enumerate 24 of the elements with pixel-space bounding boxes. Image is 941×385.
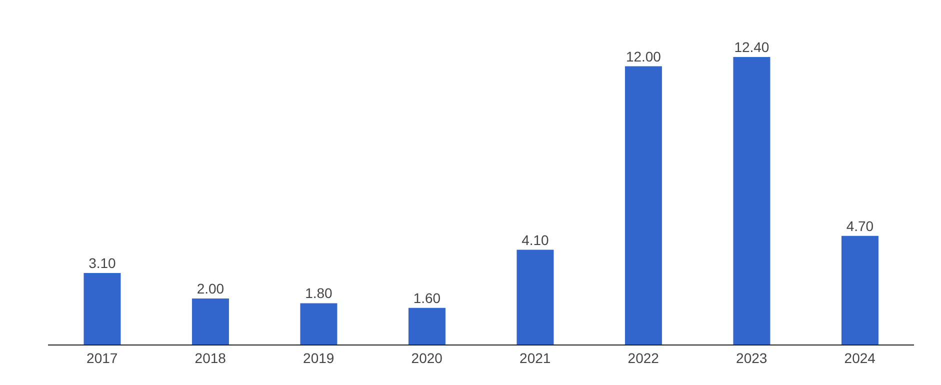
data-label: 4.10 (522, 232, 550, 248)
bar (516, 250, 554, 345)
bar (733, 57, 770, 345)
data-label: 4.70 (846, 218, 874, 234)
data-label: 1.80 (305, 285, 333, 302)
bar (84, 273, 121, 345)
x-tick-label: 2024 (844, 350, 876, 366)
x-tick-label: 2017 (86, 350, 118, 366)
bar (624, 66, 662, 345)
x-tick-label: 2018 (194, 350, 226, 366)
data-label: 3.10 (88, 255, 116, 271)
bar (841, 236, 878, 345)
data-label: 1.60 (413, 290, 441, 306)
x-tick-label: 2022 (628, 350, 660, 366)
x-tick-label: 2019 (303, 350, 334, 366)
bar (300, 303, 338, 345)
bar (408, 308, 446, 345)
x-tick-label: 2021 (520, 350, 551, 366)
x-tick-label: 2023 (736, 350, 768, 366)
data-label: 12.00 (626, 48, 662, 64)
x-tick-label: 2020 (411, 350, 443, 366)
bar (192, 298, 229, 345)
data-label: 12.40 (734, 39, 770, 55)
data-label: 2.00 (196, 280, 224, 297)
